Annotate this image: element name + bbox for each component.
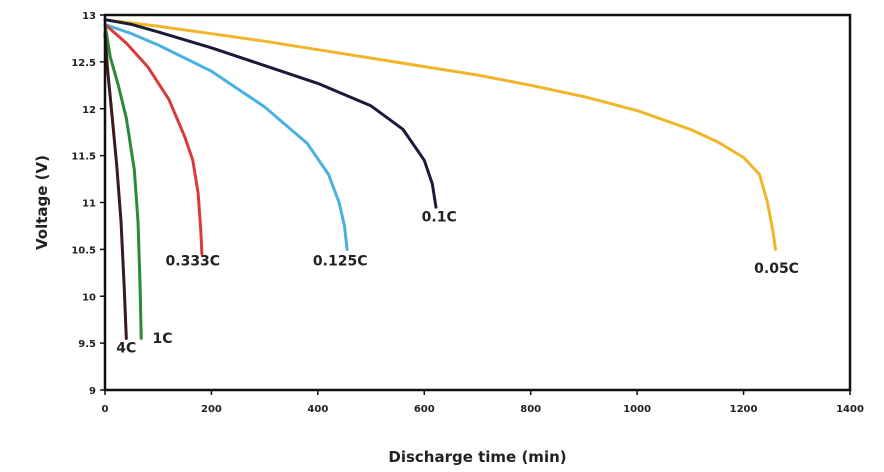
labels-layer: 0.05C 0.1C 0.125C 0.333C 1C 4C [116, 209, 799, 356]
series-line-1c [103, 22, 143, 340]
y-tick-label: 13 [82, 11, 96, 22]
series-line-0-05c [103, 18, 777, 251]
x-tick-label: 200 [201, 404, 222, 415]
y-tick-label: 10.5 [71, 245, 96, 256]
y-tick-label: 9 [89, 386, 96, 397]
series-label: 4C [116, 341, 136, 357]
x-tick-label: 0 [102, 404, 109, 415]
series-label: 1C [152, 331, 172, 347]
y-tick-label: 11.5 [71, 152, 96, 163]
y-tick-label: 9.5 [78, 339, 96, 350]
series-label: 0.125C [313, 253, 368, 269]
x-tick-label: 400 [307, 404, 328, 415]
plot-frame [103, 13, 852, 392]
x-tick-label: 1000 [623, 404, 651, 415]
y-tick-label: 10 [82, 292, 96, 303]
y-axis-title: Voltage (V) [33, 155, 51, 250]
series-label: 0.05C [754, 261, 799, 277]
x-tick-label: 1400 [836, 404, 864, 415]
y-tick-label: 12 [82, 105, 96, 116]
series-label: 0.1C [422, 209, 457, 225]
series-label: 0.333C [166, 253, 221, 269]
series-line-4c [103, 32, 128, 340]
x-tick-label: 800 [520, 404, 541, 415]
series-line-0-333c [103, 22, 204, 256]
ticks-layer: 0 200 400 600 800 1000 1200 1400 9 9.5 10 10.5 11 11.… [71, 11, 864, 415]
x-tick-label: 600 [414, 404, 435, 415]
series-line-0-125c [103, 22, 349, 251]
series-line-0-1c [103, 18, 438, 209]
y-tick-label: 12.5 [71, 58, 96, 69]
x-tick-label: 1200 [730, 404, 758, 415]
x-axis-title: Discharge time (min) [388, 448, 566, 466]
y-tick-label: 11 [82, 199, 96, 210]
series-layer [103, 18, 777, 340]
